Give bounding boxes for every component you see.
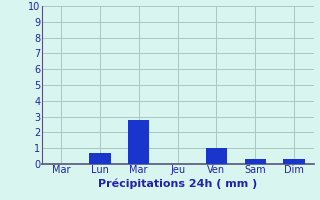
- Bar: [284, 159, 305, 164]
- Bar: [206, 148, 227, 164]
- Bar: [244, 159, 266, 164]
- Bar: [128, 120, 149, 164]
- Bar: [89, 153, 111, 164]
- X-axis label: Précipitations 24h ( mm ): Précipitations 24h ( mm ): [98, 178, 257, 189]
